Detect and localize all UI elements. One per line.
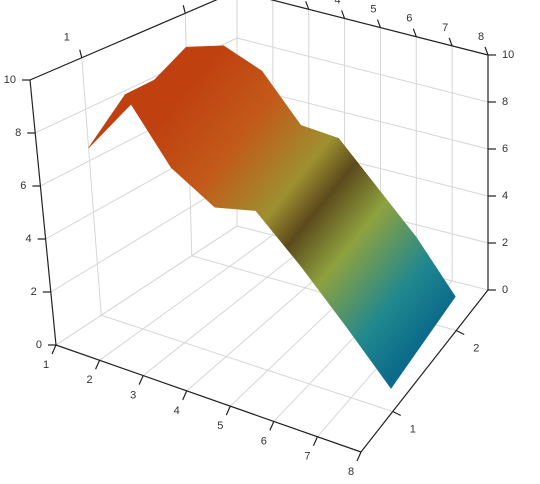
surface-patch [345,236,456,389]
y-right-tick-label: 0 [502,284,508,296]
y-right-tick-label: 6 [502,143,508,155]
floor-grid-line [101,314,393,412]
x-top-tick-mark [376,19,381,28]
y-left-tick-label: 10 [4,74,16,86]
x-top-tick-label: 8 [478,31,484,43]
x-tick-mark [312,436,318,446]
z-top-tick-mark [79,49,83,58]
z-top-tick-mark [182,5,186,14]
x-tick-mark [138,375,144,385]
side-wall-grid-line [81,57,102,316]
x-top-tick-mark [448,37,453,47]
x-tick-mark [225,405,231,416]
z-tick-label: 2 [473,342,479,354]
x-axis-line [55,344,362,453]
x-tick-label: 4 [174,405,180,417]
label-layer: 1122334455667788112200224466881010 [4,0,515,478]
y-right-tick-label: 10 [502,49,514,61]
z-axis-line [360,289,489,453]
x-top-tick-label: 4 [335,0,341,6]
x-tick-mark [356,451,362,462]
z-tick-mark [455,329,465,336]
x-tick-mark [95,360,101,370]
x-tick-label: 2 [87,374,93,386]
x-tick-label: 8 [348,466,354,478]
x-tick-mark [182,390,188,401]
z-top-tick-label: 1 [64,32,70,44]
y-left-tick-label: 2 [31,286,37,298]
x-top-tick-mark [341,10,346,19]
y-left-tick-label: 4 [25,233,31,245]
x-tick-label: 7 [304,451,310,463]
x-top-tick-mark [484,46,489,56]
back-wall-grid-line [236,37,489,103]
x-axis-top-line [269,0,489,56]
x-tick-label: 3 [130,389,136,401]
z-tick-label: 1 [410,423,416,435]
side-wall-grid-line [55,225,238,346]
x-tick-label: 1 [43,359,49,371]
axis-layer [22,0,496,462]
x-top-tick-label: 6 [406,13,412,25]
x-top-tick-mark [305,1,310,10]
x-tick-label: 6 [261,435,267,447]
x-top-tick-mark [412,28,417,37]
x-top-tick-label: 5 [370,3,376,15]
floor-grid-line [99,234,274,361]
y-right-tick-label: 8 [502,96,508,108]
y-right-tick-label: 2 [502,237,508,249]
z-tick-mark [392,410,402,417]
x-tick-label: 5 [217,420,223,432]
x-tick-mark [51,344,57,355]
y-axis-left-line [29,79,57,346]
surface-layer [88,45,456,389]
y-left-tick-label: 8 [15,127,21,139]
y-left-tick-label: 6 [20,180,26,192]
y-right-tick-label: 4 [502,190,508,202]
z-axis-top-line [29,0,218,81]
x-tick-mark [269,421,275,431]
back-wall-grid-line [270,0,489,56]
grid-layer [29,0,489,453]
x-top-tick-label: 7 [442,22,448,34]
floor-grid-line [142,243,310,376]
y-left-tick-label: 0 [36,339,42,351]
